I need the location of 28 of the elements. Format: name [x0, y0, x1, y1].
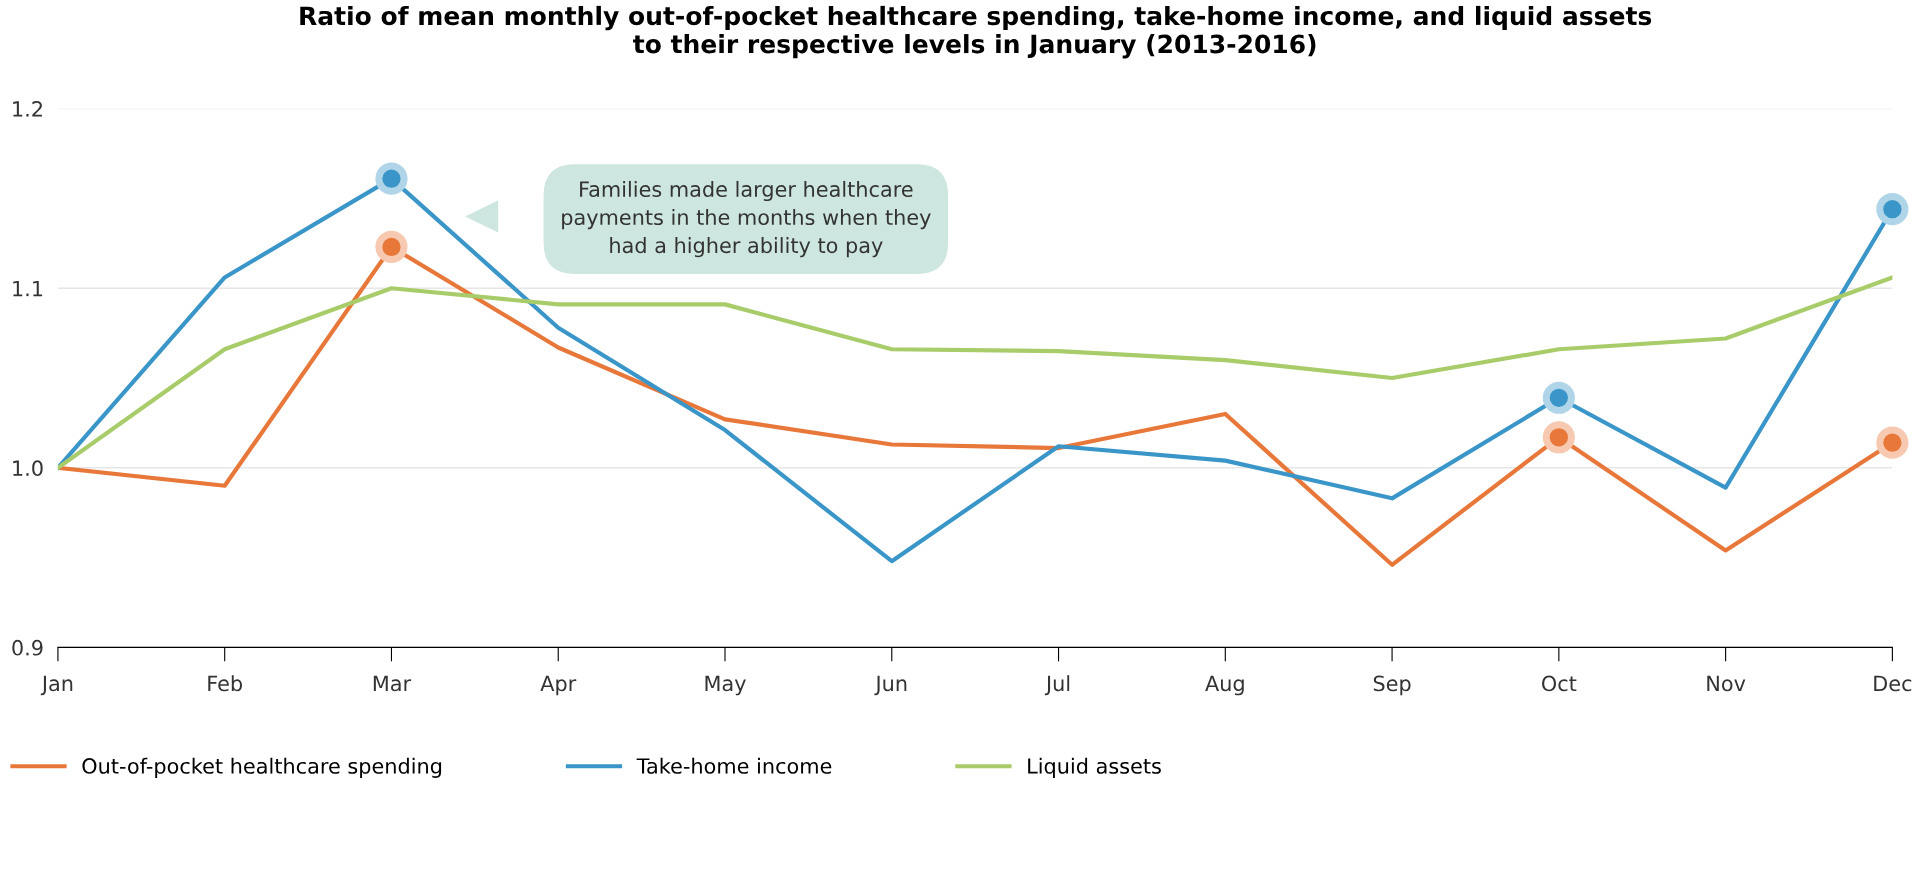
- x-tick-label: Sep: [1373, 675, 1411, 696]
- annotation: Families made larger healthcare payments in the months when they had a higher ability to pay: [562, 180, 931, 258]
- y-tick-label: 1.0: [13, 460, 43, 477]
- line-series: [57, 275, 1893, 470]
- x-tick-label: Jun: [874, 675, 907, 696]
- x-tick-label: Nov: [1707, 675, 1746, 692]
- x-tick-label: Feb: [208, 675, 242, 692]
- point: [1876, 193, 1909, 226]
- point: [1876, 426, 1909, 459]
- point: [375, 230, 408, 263]
- x-tick-label: Jan: [40, 675, 73, 696]
- y-tick-label: 1.2: [13, 101, 42, 117]
- y-tick-label: 0.9: [12, 639, 43, 656]
- x-tick-label: Aug: [1205, 675, 1244, 696]
- legend-label: Take-home income: [636, 757, 832, 774]
- x-tick-label: Jul: [1044, 675, 1070, 696]
- x-tick-label: Oct: [1542, 675, 1577, 692]
- point: [1542, 381, 1575, 414]
- x-tick-label: Mar: [373, 675, 412, 692]
- chart-title: Ratio of mean monthly out-of-pocket healthcare spending, take-home income, and liquid assets to their respective levels in January (2013-2016): [300, 5, 1652, 59]
- y-tick-label: 1.1: [13, 280, 43, 297]
- x-tick-label: Apr: [540, 675, 577, 696]
- x-tick-label: Dec: [1874, 675, 1912, 692]
- legend-label: Out-of-pocket healthcare spending: [82, 757, 442, 778]
- point: [1542, 421, 1575, 454]
- x-tick-label: May: [705, 675, 746, 696]
- legend-label: Liquid assets: [1028, 757, 1161, 778]
- point: [375, 162, 408, 195]
